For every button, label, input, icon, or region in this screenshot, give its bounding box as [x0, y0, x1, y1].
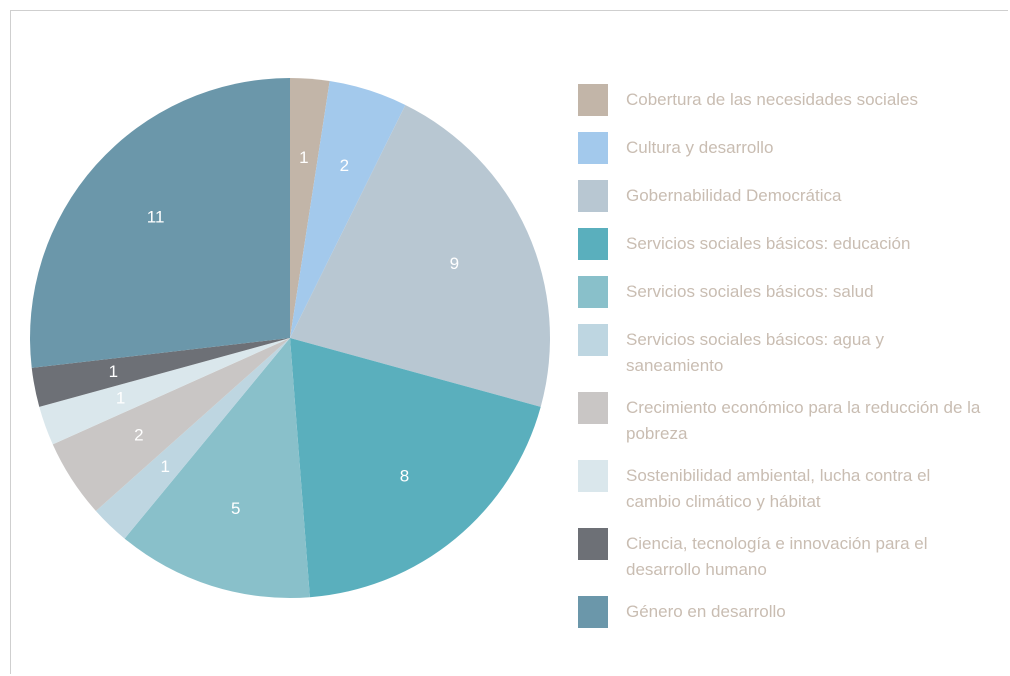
legend-item[interactable]: Gobernabilidad Democrática	[578, 180, 986, 212]
legend-swatch	[578, 324, 608, 356]
legend-label: Gobernabilidad Democrática	[626, 186, 842, 205]
pie-slice[interactable]	[31, 338, 290, 407]
legend-item[interactable]: Servicios sociales básicos: educación	[578, 228, 986, 260]
legend-item[interactable]: Crecimiento económico para la reducción …	[578, 392, 986, 447]
pie-slice[interactable]	[290, 105, 551, 407]
legend-swatch	[578, 460, 608, 492]
legend-item[interactable]: Género en desarrollo	[578, 596, 986, 628]
pie-slice[interactable]	[95, 338, 291, 539]
legend-swatch	[578, 228, 608, 260]
legend-label: Servicios sociales básicos: agua y sanea…	[626, 330, 884, 375]
slice-data-label: 1	[116, 388, 125, 407]
legend-swatch	[578, 84, 608, 116]
legend-item[interactable]: Ciencia, tecnología e innovación para el…	[578, 528, 986, 583]
slice-data-label: 9	[450, 254, 459, 273]
chart-frame	[10, 10, 1008, 674]
legend-item[interactable]: Servicios sociales básicos: agua y sanea…	[578, 324, 986, 379]
slice-data-label: 8	[400, 466, 409, 485]
legend-label: Servicios sociales básicos: educación	[626, 234, 911, 253]
slice-data-label: 1	[160, 457, 169, 476]
slice-data-label: 1	[109, 362, 118, 381]
legend-item[interactable]: Servicios sociales básicos: salud	[578, 276, 986, 308]
pie-slice[interactable]	[52, 338, 290, 511]
slice-data-label: 11	[147, 208, 165, 227]
legend-label: Servicios sociales básicos: salud	[626, 282, 874, 301]
pie-slice[interactable]	[290, 78, 330, 338]
legend-swatch	[578, 180, 608, 212]
pie-slice[interactable]	[39, 338, 290, 445]
slice-data-label: 1	[299, 148, 308, 167]
slice-data-label: 2	[134, 425, 143, 444]
legend-swatch	[578, 276, 608, 308]
legend-label: Cultura y desarrollo	[626, 138, 774, 157]
slice-data-label: 5	[231, 499, 240, 518]
pie-slice[interactable]	[124, 338, 310, 599]
pie-slice[interactable]	[30, 78, 291, 368]
legend-swatch	[578, 392, 608, 424]
slice-data-label: 2	[340, 156, 349, 175]
legend-label: Sostenibilidad ambiental, lucha contra e…	[626, 466, 931, 511]
legend-item[interactable]: Cultura y desarrollo	[578, 132, 986, 164]
legend-label: Cobertura de las necesidades sociales	[626, 90, 919, 109]
legend-swatch	[578, 528, 608, 560]
legend-swatch	[578, 596, 608, 628]
legend-label: Crecimiento económico para la reducción …	[626, 398, 981, 443]
legend-label: Ciencia, tecnología e innovación para el…	[626, 534, 928, 579]
pie-slice[interactable]	[290, 81, 406, 339]
legend-item[interactable]: Cobertura de las necesidades sociales	[578, 84, 986, 116]
pie-slice[interactable]	[290, 338, 541, 598]
legend-swatch	[578, 132, 608, 164]
legend-item[interactable]: Sostenibilidad ambiental, lucha contra e…	[578, 460, 986, 515]
legend-label: Género en desarrollo	[626, 602, 786, 621]
